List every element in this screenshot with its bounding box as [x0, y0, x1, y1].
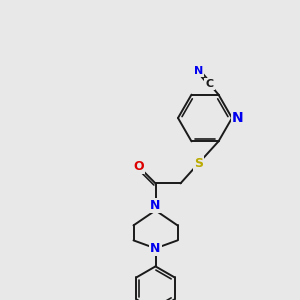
Text: O: O	[134, 160, 144, 173]
Text: C: C	[206, 79, 214, 89]
Text: N: N	[232, 111, 244, 125]
Text: N: N	[194, 66, 203, 76]
Text: S: S	[194, 157, 203, 170]
Text: N: N	[150, 242, 161, 255]
Text: N: N	[150, 199, 161, 212]
